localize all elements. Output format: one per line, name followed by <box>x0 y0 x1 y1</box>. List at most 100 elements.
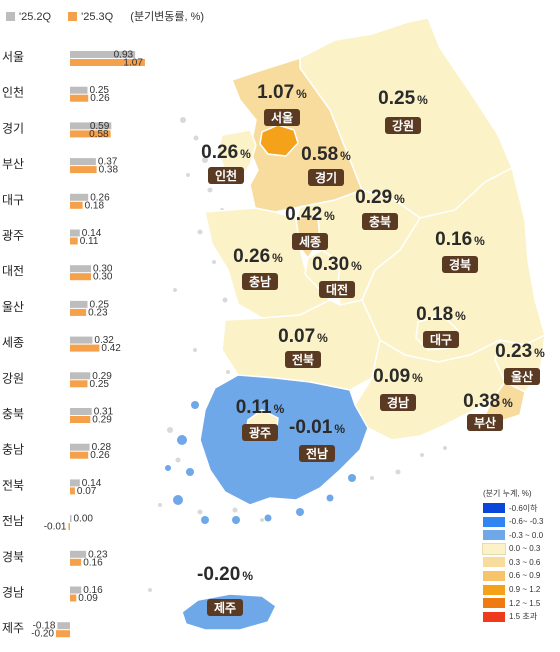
bar-3q <box>70 380 88 388</box>
bar-3q <box>70 94 89 102</box>
scale-label: 1.2 ~ 1.5 <box>509 598 541 608</box>
region-name-tag: 경북 <box>449 258 471 272</box>
scale-swatch <box>483 530 505 541</box>
bar-3q <box>68 523 70 531</box>
region-name-tag: 인천 <box>215 168 237 183</box>
region-value-label: 0.16% <box>435 229 485 250</box>
tick-label: 전북 <box>2 478 24 492</box>
region-value: 0.11 <box>236 397 272 418</box>
scale-legend-rows: -0.6이하 -0.6~ -0.3 -0.3 ~ 0.0 0.0 ~ 0.3 0.3 ~… <box>482 502 557 623</box>
scale-swatch <box>483 611 505 622</box>
bar-2q <box>70 586 82 594</box>
region-value-label: 0.18% <box>416 304 466 325</box>
region-jeonnam[interactable] <box>199 374 369 506</box>
region-value: 0.26 <box>201 142 238 163</box>
region-value: 1.07 <box>257 82 294 103</box>
data-label: 0.16 <box>83 557 103 568</box>
scale-swatch <box>482 542 506 555</box>
region-incheon[interactable] <box>217 129 257 179</box>
tick-label: 인천 <box>2 85 24 100</box>
region-tag-bg <box>299 445 335 462</box>
region-name-tag: 강원 <box>392 119 414 133</box>
chart-legend: '25.2Q '25.3Q (분기변동률, %) <box>6 8 204 24</box>
region-tag-bg <box>242 273 278 290</box>
region-value: 0.18 <box>416 304 453 325</box>
bar-3q <box>70 59 145 66</box>
scale-legend-row: 0.0 ~ 0.3 <box>482 542 557 555</box>
region-tag-bg <box>319 281 355 298</box>
region-value-label: 0.11% <box>236 397 285 418</box>
data-label: 1.07 <box>123 58 143 69</box>
scale-label: 1.5 초과 <box>509 612 538 622</box>
data-label: 0.26 <box>90 450 110 461</box>
percent-unit: % <box>502 396 513 410</box>
bar-2q <box>70 193 89 201</box>
data-label: -0.20 <box>31 629 54 640</box>
region-tag-bg <box>467 414 503 431</box>
percent-unit: % <box>242 569 253 583</box>
tick-label: 대구 <box>2 193 24 207</box>
region-name-tag: 제주 <box>214 601 236 615</box>
region-tag-bg <box>208 167 244 184</box>
tick-label: 제주 <box>2 621 24 635</box>
data-label: 0.16 <box>83 585 103 596</box>
tick-label: 충남 <box>2 443 24 457</box>
data-label: 0.14 <box>82 478 102 489</box>
region-value-label: 0.38% <box>463 391 513 412</box>
bar-3q <box>56 630 70 638</box>
bar-3q <box>70 451 89 459</box>
data-label: 0.29 <box>92 415 112 426</box>
percent-unit: % <box>274 402 285 416</box>
data-label: 0.25 <box>90 85 110 96</box>
data-label: 0.18 <box>85 200 105 211</box>
data-label: -0.01 <box>44 522 67 533</box>
data-label: 0.25 <box>90 379 110 390</box>
legend-label-2q: '25.2Q <box>19 11 52 23</box>
region-tag-bg <box>308 169 344 186</box>
data-label: 0.30 <box>93 264 113 275</box>
percent-unit: % <box>474 234 485 248</box>
tick-label: 경남 <box>2 586 24 600</box>
bar-2q <box>70 408 92 415</box>
scale-legend-row: 0.6 ~ 0.9 <box>483 570 557 582</box>
data-label: 0.59 <box>90 121 110 132</box>
legend-item-3q: '25.3Q <box>68 11 113 23</box>
percent-unit: % <box>351 259 362 273</box>
data-label: 0.26 <box>90 192 110 203</box>
legend-swatch-3q <box>68 12 78 21</box>
bar-3q <box>70 594 77 602</box>
data-label: 0.93 <box>114 50 134 61</box>
map-labels: 1.07 %서울0.26 %인천0.58 %경기0.25 %강원0.29 %충북0.42%… <box>197 82 545 616</box>
legend-swatch-2q <box>6 12 15 21</box>
percent-unit: % <box>340 149 351 163</box>
bar-3q <box>70 130 111 138</box>
data-label: 0.38 <box>99 165 119 176</box>
tick-label: 강원 <box>2 371 24 385</box>
data-label: 0.32 <box>94 335 114 346</box>
region-tag-bg <box>442 256 478 273</box>
bar-3q <box>70 308 87 316</box>
bar-2q <box>70 229 80 237</box>
region-tag-bg <box>362 213 398 230</box>
region-value-label: 0.30% <box>312 254 362 275</box>
scale-legend-row: 0.9 ~ 1.2 <box>483 584 557 596</box>
region-value: 0.29 <box>355 187 392 208</box>
bar-3q <box>70 416 91 423</box>
tick-label: 대전 <box>2 264 24 278</box>
region-value-label: 0.07% <box>278 326 328 347</box>
region-value: 0.26 <box>233 246 270 267</box>
data-label: 0.28 <box>92 442 112 453</box>
data-label: 0.14 <box>82 228 102 239</box>
scale-legend-row: -0.6이하 <box>483 502 557 514</box>
bar-2q <box>70 158 96 166</box>
region-value-label: 0.58% <box>301 144 351 165</box>
percent-unit: % <box>412 371 423 385</box>
tick-label: 세종 <box>2 336 24 350</box>
bar-3q <box>70 237 78 245</box>
region-value: 0.58 <box>301 144 338 165</box>
bar-2q <box>70 372 91 380</box>
region-value: 0.25 <box>378 88 415 109</box>
data-label: 0.23 <box>88 549 108 560</box>
tick-label: 서울 <box>2 50 24 64</box>
region-name-tag: 부산 <box>474 415 496 430</box>
